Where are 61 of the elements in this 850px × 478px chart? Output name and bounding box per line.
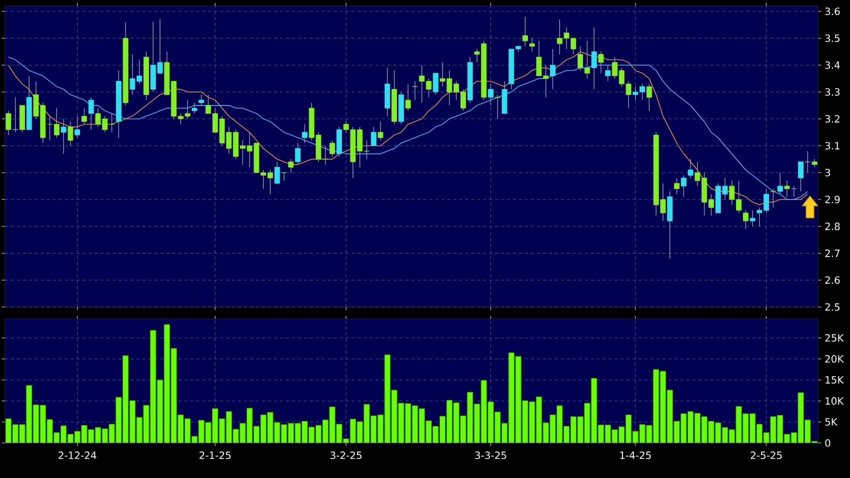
- y-tick-label: 2.5: [825, 303, 840, 311]
- y-tick-label: 3.1: [825, 142, 840, 150]
- candlestick: [750, 210, 756, 227]
- x-tick-label: 3-2-25: [330, 452, 362, 460]
- candlestick: [529, 38, 535, 52]
- y-tick-label: 3: [825, 168, 830, 176]
- candlestick: [109, 113, 115, 133]
- y-tick-label: 20K: [825, 355, 844, 363]
- y-tick-label: 15K: [826, 376, 844, 384]
- candlestick: [302, 124, 308, 144]
- candlestick: [494, 94, 500, 120]
- candlestick: [88, 97, 94, 130]
- candlestick: [198, 94, 204, 106]
- candlestick: [680, 174, 686, 198]
- candlestick: [288, 158, 294, 173]
- candlestick: [405, 84, 411, 112]
- candlestick: [68, 121, 74, 146]
- candlestick: [550, 48, 556, 90]
- candlestick: [798, 162, 804, 192]
- candlestick: [74, 116, 80, 138]
- y-tick-label: 2.8: [825, 222, 840, 230]
- candlestick: [378, 121, 384, 141]
- candlestick: [488, 84, 494, 106]
- y-tick-label: 5K: [825, 418, 838, 426]
- y-tick-label: 3.5: [825, 34, 840, 42]
- y-tick-label: 2.7: [825, 250, 840, 257]
- candlestick: [330, 140, 336, 157]
- candlestick: [804, 150, 810, 173]
- y-tick-label: 2.6: [825, 276, 840, 284]
- candlestick: [82, 108, 87, 125]
- y-tick-label: 3.2: [825, 115, 840, 123]
- candlestick: [591, 27, 597, 90]
- candlestick: [295, 142, 301, 165]
- y-tick-label: 25K: [825, 334, 844, 342]
- x-tick-label: 2-5-25: [750, 452, 782, 460]
- x-tick-label: 3-3-25: [475, 452, 506, 460]
- candlestick: [432, 72, 438, 96]
- y-tick-label: 3.3: [825, 88, 840, 96]
- candlestick: [370, 126, 376, 146]
- candlestick: [274, 162, 280, 184]
- candlestick: [688, 158, 694, 178]
- x-tick-label: 1-4-25: [620, 452, 651, 460]
- y-tick-label: 2.9: [825, 196, 840, 204]
- candlestick: [60, 118, 66, 154]
- y-tick-label: 3.6: [825, 8, 840, 16]
- x-tick-label: 2-12-24: [58, 452, 96, 459]
- y-tick-label: 10K: [826, 397, 844, 405]
- candlestick: [605, 64, 611, 82]
- candlestick: [646, 84, 652, 112]
- y-tick-label: 0: [825, 439, 830, 447]
- candlestick: [598, 51, 604, 74]
- candlestick: [674, 178, 680, 194]
- candlestick: [522, 16, 528, 47]
- x-tick-label: 2-1-25: [200, 452, 231, 460]
- candlestick: [412, 80, 418, 100]
- candlestick: [777, 172, 783, 194]
- candlestick: [281, 172, 287, 182]
- candlestick: [770, 188, 776, 208]
- candlestick: [192, 102, 198, 114]
- y-tick-label: 3.4: [825, 61, 840, 69]
- candlestick: [742, 210, 748, 230]
